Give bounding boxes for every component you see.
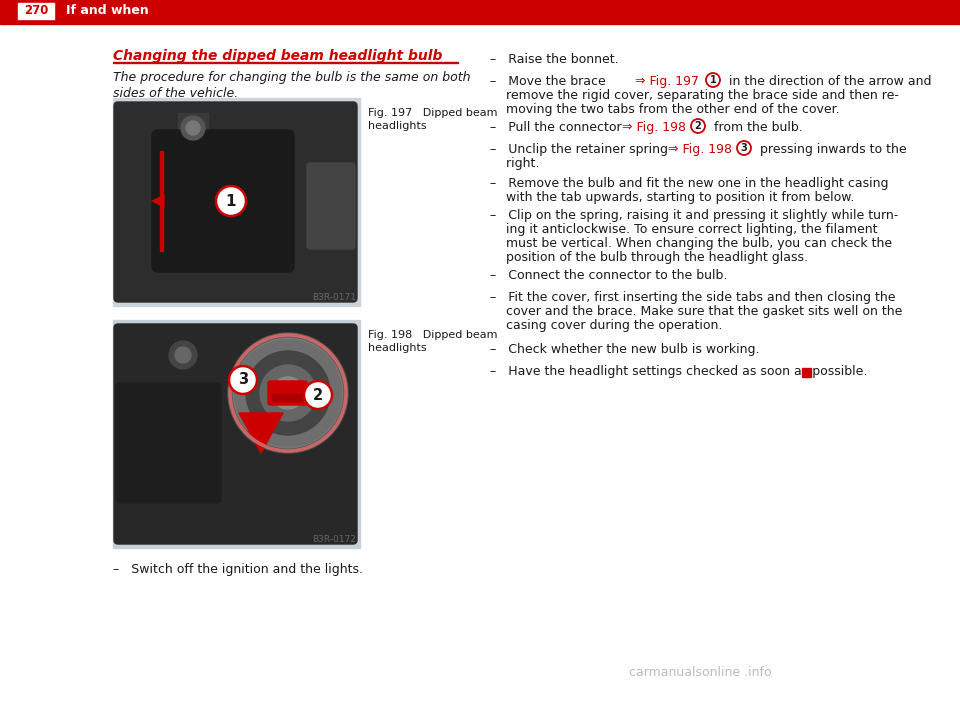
Text: –   Have the headlight settings checked as soon as possible.: – Have the headlight settings checked as… xyxy=(490,365,868,378)
Text: from the bulb.: from the bulb. xyxy=(710,121,803,134)
Bar xyxy=(802,368,811,377)
Text: cover and the brace. Make sure that the gasket sits well on the: cover and the brace. Make sure that the … xyxy=(490,305,902,318)
Text: ⇒ Fig. 197: ⇒ Fig. 197 xyxy=(635,75,699,88)
Text: –   Remove the bulb and fit the new one in the headlight casing: – Remove the bulb and fit the new one in… xyxy=(490,177,889,190)
Text: –   Raise the bonnet.: – Raise the bonnet. xyxy=(490,53,618,66)
Text: 2: 2 xyxy=(313,388,324,402)
Text: 3: 3 xyxy=(740,143,748,153)
Text: 3: 3 xyxy=(238,372,248,388)
Text: If and when: If and when xyxy=(66,4,149,18)
Text: pressing inwards to the: pressing inwards to the xyxy=(756,143,906,156)
Text: –   Fit the cover, first inserting the side tabs and then closing the: – Fit the cover, first inserting the sid… xyxy=(490,291,896,304)
Bar xyxy=(113,98,360,306)
Bar xyxy=(18,3,54,19)
Text: –   Unclip the retainer spring: – Unclip the retainer spring xyxy=(490,143,672,156)
FancyBboxPatch shape xyxy=(114,102,357,302)
Text: position of the bulb through the headlight glass.: position of the bulb through the headlig… xyxy=(490,251,808,264)
Text: ⇒ Fig. 198: ⇒ Fig. 198 xyxy=(622,121,686,134)
Circle shape xyxy=(233,338,343,448)
Bar xyxy=(113,320,360,548)
FancyBboxPatch shape xyxy=(152,130,294,272)
Text: Changing the dipped beam headlight bulb: Changing the dipped beam headlight bulb xyxy=(113,49,443,63)
Circle shape xyxy=(246,351,330,435)
Text: 270: 270 xyxy=(24,4,48,18)
Circle shape xyxy=(169,341,197,369)
Text: in the direction of the arrow and: in the direction of the arrow and xyxy=(725,75,931,88)
Circle shape xyxy=(706,73,720,87)
Text: must be vertical. When changing the bulb, you can check the: must be vertical. When changing the bulb… xyxy=(490,237,892,250)
Bar xyxy=(113,62,458,63)
Text: with the tab upwards, starting to position it from below.: with the tab upwards, starting to positi… xyxy=(490,191,854,204)
Text: –   Clip on the spring, raising it and pressing it slightly while turn-: – Clip on the spring, raising it and pre… xyxy=(490,209,899,222)
Text: ing it anticlockwise. To ensure correct lighting, the filament: ing it anticlockwise. To ensure correct … xyxy=(490,223,877,236)
Text: 2: 2 xyxy=(695,121,702,131)
Text: casing cover during the operation.: casing cover during the operation. xyxy=(490,319,722,332)
Text: headlights: headlights xyxy=(368,343,426,353)
Circle shape xyxy=(737,141,751,155)
Polygon shape xyxy=(239,413,283,453)
Text: remove the rigid cover, separating the brace side and then re-: remove the rigid cover, separating the b… xyxy=(490,89,899,102)
Bar xyxy=(272,394,303,401)
Text: Fig. 198   Dipped beam: Fig. 198 Dipped beam xyxy=(368,330,497,340)
Circle shape xyxy=(181,116,205,140)
Text: carmanualsonline .info: carmanualsonline .info xyxy=(629,666,771,679)
Circle shape xyxy=(175,347,191,363)
FancyBboxPatch shape xyxy=(116,383,221,503)
Text: B3R-0171: B3R-0171 xyxy=(312,293,356,302)
Text: Fig. 197   Dipped beam: Fig. 197 Dipped beam xyxy=(368,108,497,118)
Circle shape xyxy=(186,121,200,135)
Text: The procedure for changing the bulb is the same on both: The procedure for changing the bulb is t… xyxy=(113,71,470,84)
Bar xyxy=(178,113,208,143)
Circle shape xyxy=(228,333,348,453)
Text: right.: right. xyxy=(490,157,540,170)
Circle shape xyxy=(272,377,304,409)
Text: ⇒ Fig. 198: ⇒ Fig. 198 xyxy=(668,143,732,156)
FancyBboxPatch shape xyxy=(114,324,357,544)
Text: 1: 1 xyxy=(226,193,236,208)
Text: B3R-0172: B3R-0172 xyxy=(312,535,356,544)
Bar xyxy=(0,22,960,24)
Bar xyxy=(160,151,163,251)
Text: –   Pull the connector: – Pull the connector xyxy=(490,121,626,134)
Text: sides of the vehicle.: sides of the vehicle. xyxy=(113,87,238,100)
Text: –   Switch off the ignition and the lights.: – Switch off the ignition and the lights… xyxy=(113,563,363,576)
Circle shape xyxy=(691,119,705,133)
Circle shape xyxy=(216,186,246,216)
Text: headlights: headlights xyxy=(368,121,426,131)
FancyBboxPatch shape xyxy=(307,163,355,249)
Text: moving the two tabs from the other end of the cover.: moving the two tabs from the other end o… xyxy=(490,103,840,116)
Circle shape xyxy=(260,365,316,421)
Text: –   Check whether the new bulb is working.: – Check whether the new bulb is working. xyxy=(490,343,759,356)
Bar xyxy=(0,0,960,22)
Text: –   Move the brace: – Move the brace xyxy=(490,75,610,88)
Text: 1: 1 xyxy=(709,75,716,85)
Circle shape xyxy=(229,366,257,394)
Circle shape xyxy=(304,381,332,409)
FancyBboxPatch shape xyxy=(268,381,307,405)
Text: –   Connect the connector to the bulb.: – Connect the connector to the bulb. xyxy=(490,269,728,282)
